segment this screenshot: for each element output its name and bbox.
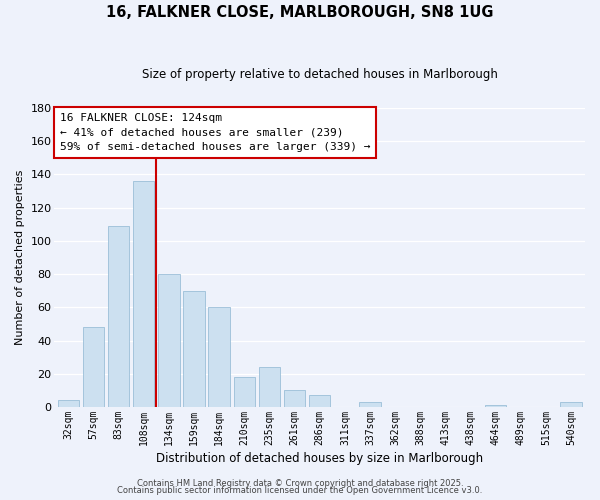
- Bar: [233, 377, 255, 407]
- Bar: [184, 291, 205, 407]
- Text: Contains public sector information licensed under the Open Government Licence v3: Contains public sector information licen…: [118, 486, 482, 495]
- Bar: [284, 390, 305, 407]
- Bar: [485, 406, 506, 407]
- Bar: [133, 181, 154, 407]
- X-axis label: Distribution of detached houses by size in Marlborough: Distribution of detached houses by size …: [156, 452, 483, 465]
- Text: 16 FALKNER CLOSE: 124sqm
← 41% of detached houses are smaller (239)
59% of semi-: 16 FALKNER CLOSE: 124sqm ← 41% of detach…: [60, 112, 370, 152]
- Bar: [259, 367, 280, 407]
- Bar: [208, 308, 230, 407]
- Bar: [560, 402, 582, 407]
- Bar: [58, 400, 79, 407]
- Bar: [108, 226, 129, 407]
- Bar: [158, 274, 179, 407]
- Title: Size of property relative to detached houses in Marlborough: Size of property relative to detached ho…: [142, 68, 497, 80]
- Y-axis label: Number of detached properties: Number of detached properties: [15, 170, 25, 345]
- Bar: [83, 328, 104, 407]
- Bar: [359, 402, 381, 407]
- Bar: [309, 396, 331, 407]
- Text: 16, FALKNER CLOSE, MARLBOROUGH, SN8 1UG: 16, FALKNER CLOSE, MARLBOROUGH, SN8 1UG: [106, 5, 494, 20]
- Text: Contains HM Land Registry data © Crown copyright and database right 2025.: Contains HM Land Registry data © Crown c…: [137, 478, 463, 488]
